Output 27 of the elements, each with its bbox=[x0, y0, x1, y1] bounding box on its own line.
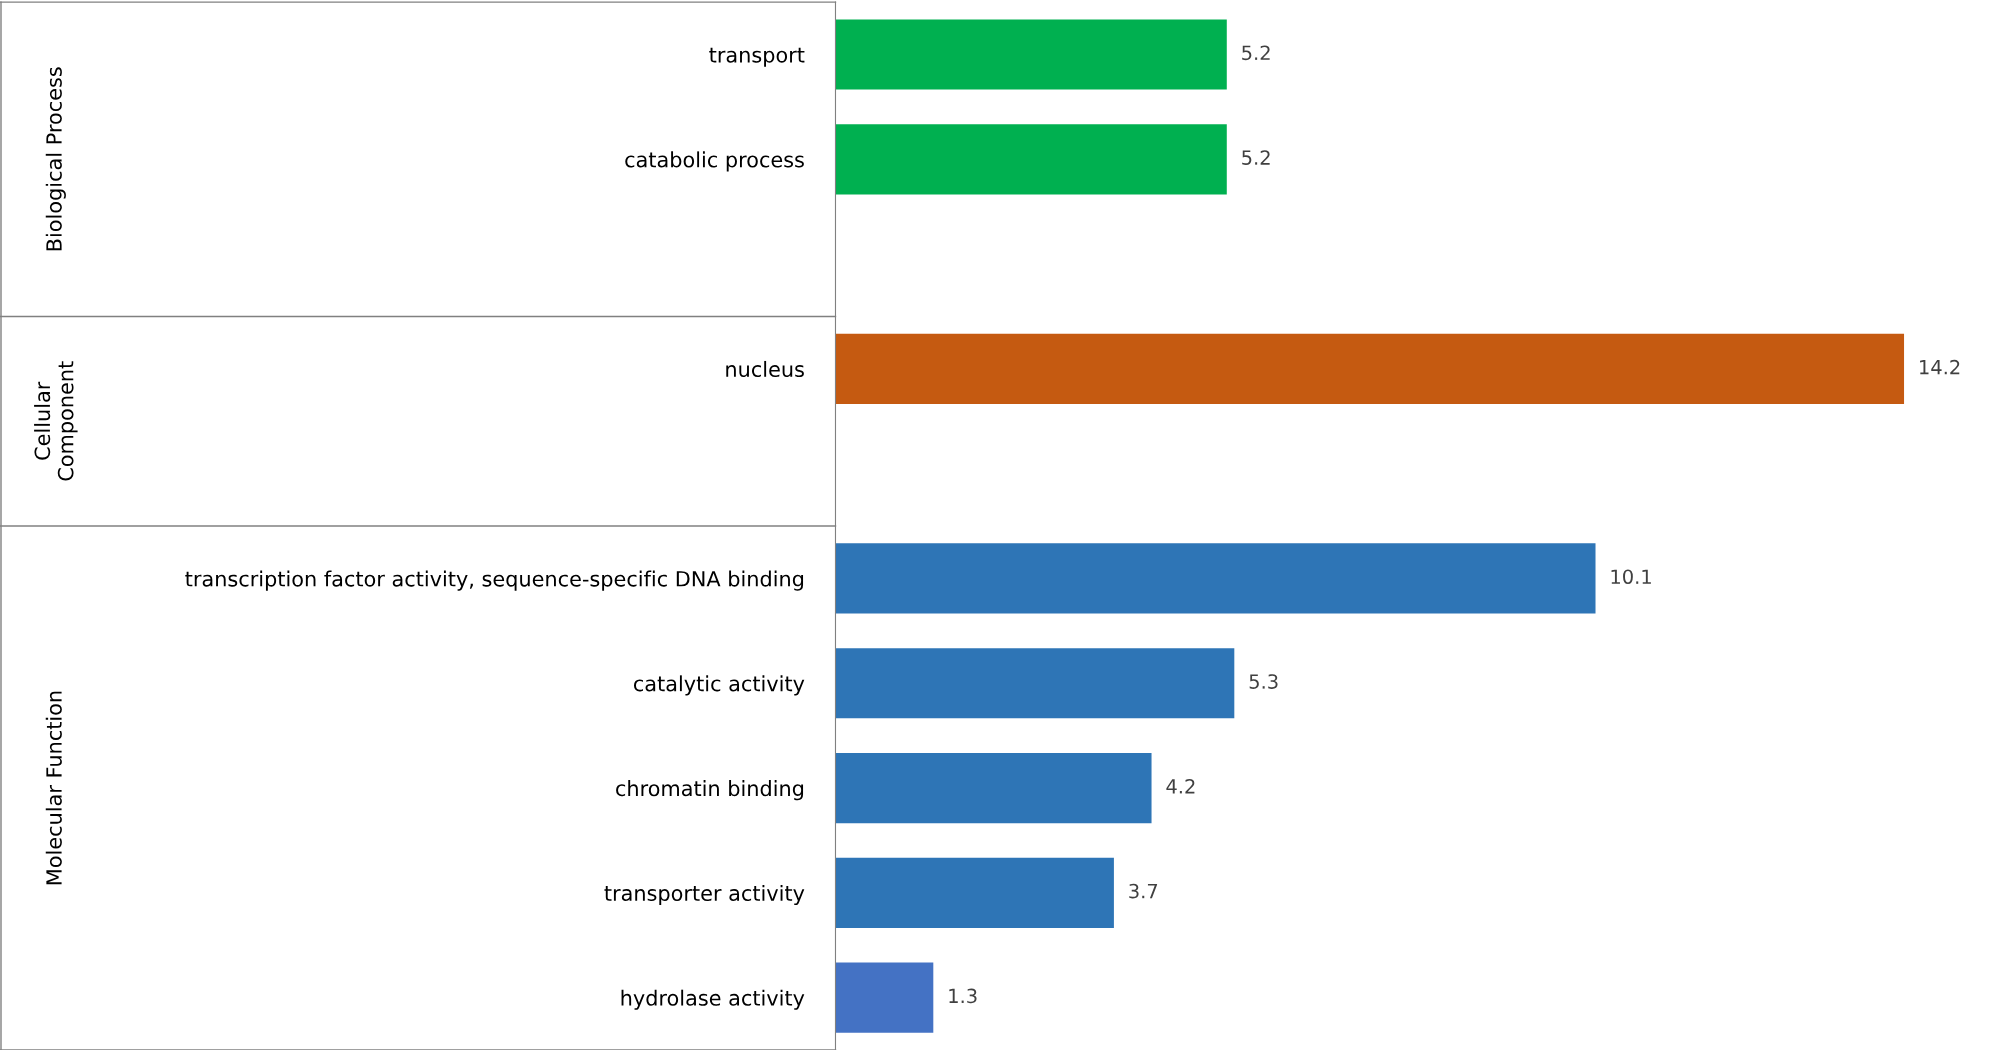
bar bbox=[835, 19, 1227, 90]
text: Molecular Function bbox=[45, 691, 62, 885]
y-tick-label: catalytic activity bbox=[633, 675, 805, 696]
data-label: 10.1 bbox=[1611, 569, 1651, 585]
data-label: 5.2 bbox=[1242, 45, 1270, 61]
bar bbox=[835, 543, 1596, 614]
y-tick-label: transcription factor activity, sequence-specific DNA binding bbox=[185, 570, 804, 591]
data-label: 14.2 bbox=[1920, 359, 1960, 375]
data-label: 1.3 bbox=[949, 988, 977, 1004]
bar bbox=[835, 648, 1235, 719]
bar bbox=[835, 857, 1114, 928]
text: Biological Process bbox=[45, 67, 66, 251]
data-label: 5.3 bbox=[1249, 674, 1278, 689]
y-tick-label: hydrolase activity bbox=[621, 989, 805, 1010]
bar bbox=[835, 752, 1152, 824]
data-label: 3.7 bbox=[1129, 883, 1158, 899]
data-label: 4.2 bbox=[1166, 778, 1195, 794]
y-tick-label: transporter activity bbox=[604, 884, 805, 906]
bar bbox=[835, 962, 934, 1033]
y-tick-label: catabolic process bbox=[625, 151, 804, 172]
data-label: 5.2 bbox=[1242, 150, 1270, 165]
bar bbox=[835, 124, 1227, 195]
y-tick-label: chromatin binding bbox=[616, 780, 804, 801]
bar bbox=[835, 333, 1905, 404]
y-tick-label: nucleus bbox=[726, 360, 804, 378]
text: Cellular Component bbox=[34, 361, 78, 481]
y-tick-label: transport bbox=[709, 47, 805, 67]
